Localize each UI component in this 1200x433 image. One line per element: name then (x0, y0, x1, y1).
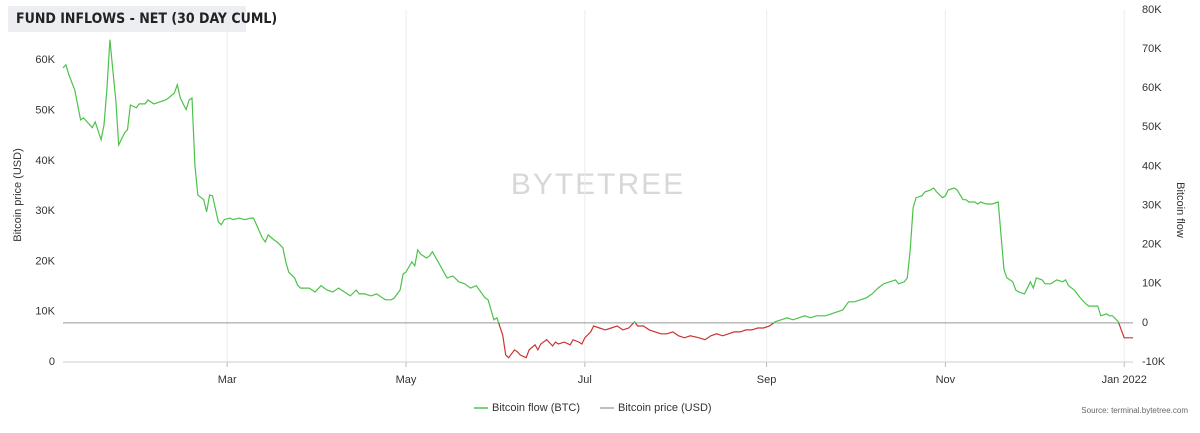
y-tick-label: 10K (35, 306, 55, 318)
y2-tick-label: 20K (1142, 239, 1162, 251)
x-tick-label: Nov (936, 374, 956, 386)
y2-tick-label: 30K (1142, 199, 1162, 211)
y2-tick-label: 50K (1142, 121, 1162, 133)
y2-tick-label: 70K (1142, 43, 1162, 55)
x-tick-label: May (396, 374, 417, 386)
y-tick-label: 50K (35, 104, 55, 116)
flow-line (62, 39, 1133, 359)
y2-axis-label: Bitcoin flow (1174, 182, 1186, 238)
y-tick-label: 0 (49, 356, 55, 368)
title-box (8, 6, 246, 32)
y-axis-label: Bitcoin price (USD) (12, 148, 24, 242)
legend-label: Bitcoin price (USD) (618, 402, 712, 414)
x-tick-label: Jul (578, 374, 592, 386)
source: Source: terminal.bytetree.com (1081, 406, 1188, 415)
legend-label: Bitcoin flow (BTC) (492, 402, 580, 414)
y2-tick-label: 80K (1142, 4, 1162, 16)
y2-tick-label: 60K (1142, 82, 1162, 94)
watermark: BYTETREE (511, 168, 685, 201)
x-tick-label: Sep (757, 374, 777, 386)
y-tick-label: 20K (35, 255, 55, 267)
y2-tick-label: -10K (1142, 356, 1166, 368)
x-tick-label: Mar (218, 374, 237, 386)
y-tick-label: 40K (35, 155, 55, 167)
y-tick-label: 60K (35, 54, 55, 66)
x-tick-label: Jan 2022 (1102, 374, 1147, 386)
y-tick-label: 30K (35, 205, 55, 217)
y2-tick-label: 40K (1142, 160, 1162, 172)
y2-tick-label: 0 (1142, 317, 1148, 329)
y2-tick-label: 10K (1142, 278, 1162, 290)
chart-title: FUND INFLOWS - NET (30 DAY CUML) (16, 11, 277, 27)
